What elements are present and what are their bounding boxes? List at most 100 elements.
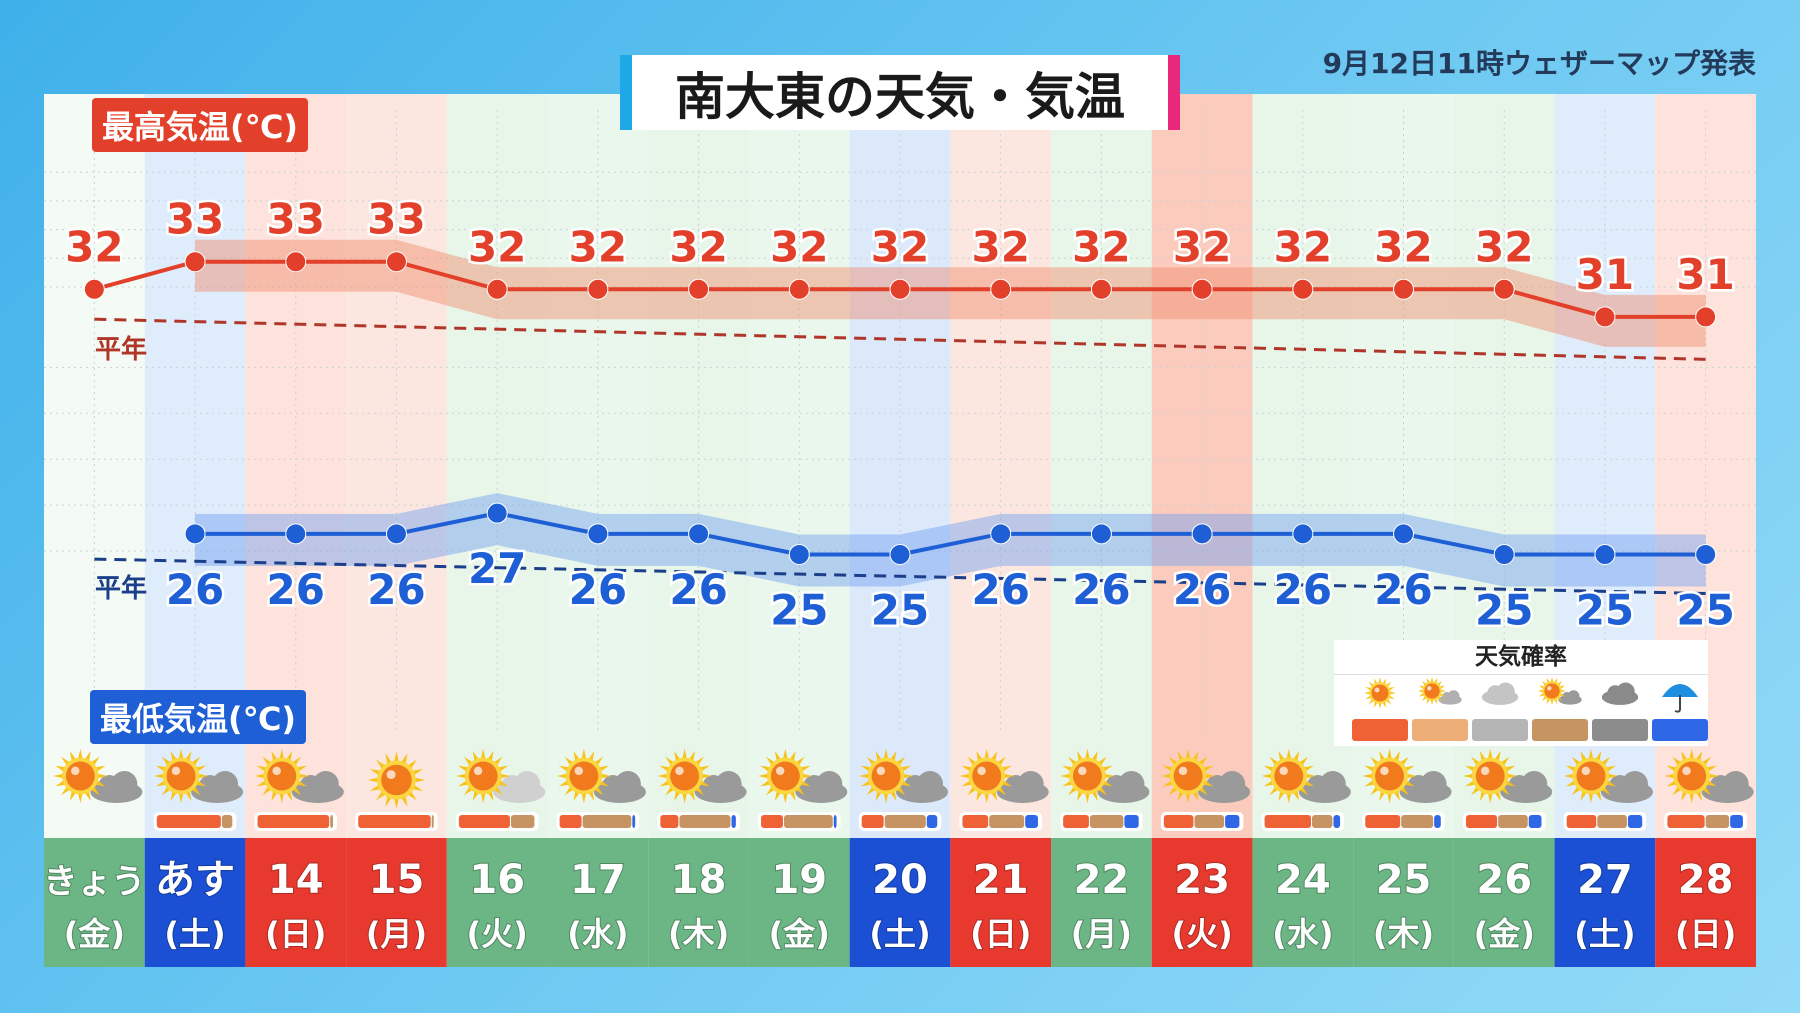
probability-segment-cloud-sun: [221, 815, 233, 828]
sun-ray: [1364, 691, 1370, 695]
page-title: 南大東の天気・気温: [620, 55, 1180, 130]
sun-ray: [286, 791, 293, 802]
date-label: 24: [1275, 857, 1331, 903]
sun-ray: [991, 791, 998, 802]
sun-ray: [1441, 689, 1447, 693]
sun-ray: [601, 773, 612, 779]
high-temp-point: [1594, 306, 1616, 328]
sun-ray: [1304, 780, 1314, 787]
sun-ray: [1471, 787, 1480, 796]
umbrella-canopy: [1662, 684, 1698, 697]
sun-ray: [1426, 699, 1430, 705]
sun-ray: [487, 750, 494, 761]
sun-highlight: [473, 766, 483, 776]
probability-segment-sunny: [1365, 815, 1401, 828]
sun-ray: [774, 791, 781, 802]
sun-ray: [1565, 765, 1576, 772]
probability-segment-cloud-sun: [1401, 815, 1434, 828]
sun-ray: [967, 756, 976, 765]
sun-ray: [1085, 793, 1090, 804]
weekday-label: (月): [366, 915, 427, 953]
low-temp-value-label: 26: [1274, 565, 1332, 614]
high-temp-value-label: 32: [669, 222, 727, 271]
probability-segment-sunny: [358, 815, 431, 828]
sun-ray: [1378, 677, 1382, 683]
sun-ray: [161, 756, 171, 765]
sun-ray: [1373, 702, 1378, 708]
low-temp-point: [587, 523, 609, 545]
sun-ray: [774, 750, 781, 761]
date-cell: [144, 838, 246, 967]
sun-ray: [1561, 689, 1567, 693]
probability-segment-rain: [632, 815, 636, 828]
sun-ray: [674, 791, 680, 802]
probability-segment-sunny: [458, 815, 510, 828]
probability-segment-cloud-sun: [1597, 815, 1627, 828]
date-label: 25: [1376, 857, 1432, 903]
weekday-label: (日): [1675, 915, 1736, 953]
sun-ray: [91, 787, 100, 796]
date-cell: [446, 838, 548, 967]
sun-core: [1274, 761, 1304, 791]
sun-ray: [1278, 750, 1285, 761]
cloud-part: [1319, 771, 1346, 797]
weekday-label: (土): [1574, 915, 1635, 953]
sun-ray: [1601, 787, 1611, 796]
high-temp-value-label: 31: [1576, 250, 1634, 299]
sun-ray: [1608, 773, 1619, 779]
probability-segment-cloud-sun: [1194, 815, 1225, 828]
low-temp-point: [1493, 543, 1515, 565]
weekday-label: (木): [1373, 915, 1434, 953]
sun-ray: [766, 787, 775, 796]
sun-ray: [558, 780, 569, 787]
sun-ray: [1554, 677, 1558, 683]
sun-ray: [196, 765, 207, 772]
sun-ray: [1696, 791, 1703, 802]
probability-segment-cloud-sun: [1498, 815, 1528, 828]
high-temp-point: [184, 251, 206, 273]
sun-ray: [1405, 765, 1415, 772]
date-label: 23: [1174, 857, 1230, 903]
sun-ray: [271, 750, 277, 761]
sun-highlight: [675, 766, 684, 776]
sun-ray: [1595, 791, 1602, 802]
sun-ray: [1368, 699, 1374, 705]
sun-ray: [262, 787, 271, 796]
low-temp-value-label: 25: [1475, 585, 1533, 634]
sun-ray: [556, 773, 567, 779]
cloud-part: [917, 771, 943, 797]
low-temp-value-label: 26: [669, 565, 727, 614]
sun-ray: [401, 753, 408, 764]
sun-ray: [472, 750, 479, 761]
sunny-cloudy-icon: [53, 748, 143, 804]
sun-ray: [1407, 773, 1417, 779]
sunny-cloudy-icon: [1563, 748, 1653, 804]
sun-ray: [53, 773, 63, 779]
sun-ray: [1666, 765, 1677, 772]
date-cell: [1554, 838, 1656, 967]
sun-ray: [858, 773, 869, 779]
sun-core: [166, 761, 196, 791]
high-temp-value-label: 31: [1676, 250, 1734, 299]
probability-segment-cloud-sun: [679, 815, 731, 828]
date-label: 20: [872, 857, 928, 903]
sun-ray: [1664, 773, 1674, 779]
sun-ray: [883, 748, 889, 759]
sun-ray: [299, 773, 309, 779]
sun-ray: [1263, 765, 1274, 772]
probability-segment-rain: [1528, 815, 1542, 828]
sun-highlight: [171, 766, 181, 776]
sun-ray: [594, 787, 604, 796]
sun-ray: [800, 780, 811, 787]
sun-ray: [790, 750, 796, 761]
sun-highlight: [1279, 766, 1288, 776]
sun-ray: [1068, 756, 1077, 765]
sun-highlight: [1380, 766, 1389, 776]
sun-ray: [976, 750, 982, 761]
sun-ray: [897, 787, 906, 796]
date-label: きょう: [43, 862, 145, 902]
sun-ray: [665, 787, 674, 796]
sun-ray: [1400, 787, 1409, 796]
sun-ray: [369, 785, 381, 792]
sun-ray: [588, 791, 595, 802]
